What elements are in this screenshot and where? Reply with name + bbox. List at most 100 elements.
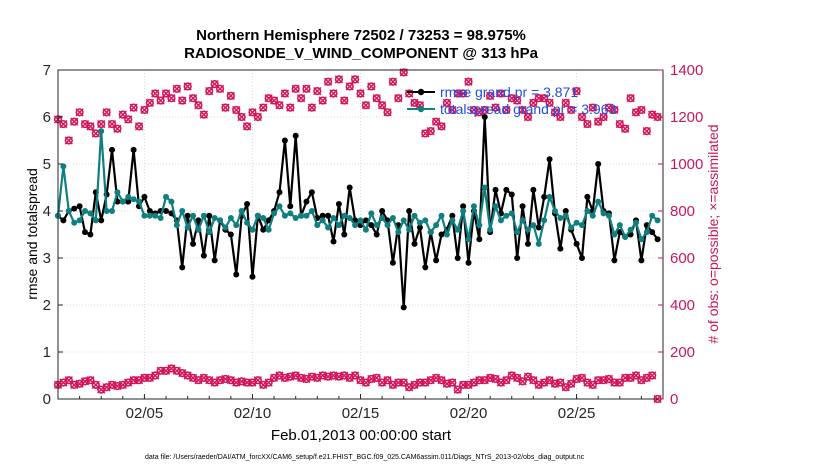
totalspread-point bbox=[141, 212, 148, 219]
totalspread-point bbox=[433, 222, 440, 229]
totalspread-point bbox=[487, 226, 494, 233]
rmse-point bbox=[141, 193, 148, 200]
totalspread-point bbox=[649, 212, 656, 219]
obs-possible-marker bbox=[140, 105, 149, 115]
y-tick-label-right: 1000 bbox=[670, 156, 703, 173]
totalspread-point bbox=[508, 210, 515, 217]
rmse-point bbox=[179, 264, 186, 271]
y-tick-label-left: 7 bbox=[43, 62, 51, 79]
x-axis-label: Feb.01,2013 00:00:00 start bbox=[271, 427, 452, 444]
chart-title: Northern Hemisphere 72502 / 73253 = 98.9… bbox=[196, 27, 526, 44]
totalspread-point bbox=[595, 198, 602, 205]
totalspread-point bbox=[71, 219, 78, 226]
rmse-point bbox=[584, 193, 591, 200]
legend-rmse-label: rmse grand pr = 3.871 bbox=[440, 84, 578, 100]
totalspread-point bbox=[217, 217, 224, 224]
rmse-point bbox=[308, 189, 315, 196]
obs-possible-marker bbox=[464, 77, 473, 86]
y-tick-label-left: 3 bbox=[43, 250, 51, 267]
obs-possible-marker bbox=[151, 89, 160, 98]
totalspread-point bbox=[395, 229, 402, 236]
totalspread-point bbox=[627, 226, 634, 233]
y-tick-label-right: 800 bbox=[670, 203, 695, 220]
legend-spread-label: totalspread grand pr = 3.963 bbox=[440, 101, 617, 117]
obs-possible-marker bbox=[626, 94, 635, 103]
totalspread-point bbox=[406, 226, 413, 233]
totalspread-point bbox=[163, 193, 170, 200]
totalspread-point bbox=[271, 210, 278, 217]
obs-possible-marker bbox=[350, 75, 360, 84]
rmse-point bbox=[406, 208, 413, 214]
obs-assimilated-marker bbox=[648, 371, 657, 380]
obs-possible-marker bbox=[513, 96, 522, 105]
rmse-point bbox=[368, 222, 375, 229]
rmse-point bbox=[346, 184, 353, 191]
totalspread-point bbox=[443, 231, 450, 238]
totalspread-point bbox=[546, 193, 553, 200]
y-tick-label-right: 400 bbox=[670, 297, 695, 314]
rmse-point bbox=[389, 259, 396, 266]
obs-possible-marker bbox=[145, 98, 154, 107]
rmse-point bbox=[449, 212, 456, 219]
rmse-point bbox=[562, 208, 569, 214]
obs-possible-marker bbox=[545, 98, 554, 107]
totalspread-point bbox=[460, 208, 467, 214]
legend: rmse grand pr = 3.871 totalspread grand … bbox=[407, 84, 617, 117]
rmse-point bbox=[125, 198, 132, 205]
obs-possible-marker bbox=[205, 87, 214, 96]
y-tick-label-right: 0 bbox=[670, 391, 678, 408]
y-tick-label-left: 2 bbox=[43, 297, 51, 314]
totalspread-point bbox=[600, 210, 607, 217]
x-tick-label: 02/05 bbox=[126, 405, 164, 422]
obs-possible-marker bbox=[156, 96, 165, 105]
totalspread-point bbox=[481, 184, 488, 191]
totalspread-point bbox=[605, 212, 612, 219]
totalspread-point bbox=[470, 203, 477, 210]
rmse-point bbox=[503, 186, 510, 193]
totalspread-point bbox=[303, 212, 310, 219]
totalspread-point bbox=[373, 222, 380, 229]
totalspread-point bbox=[130, 196, 137, 203]
rmse-point bbox=[200, 252, 207, 259]
rmse-point bbox=[87, 231, 94, 238]
obs-possible-marker bbox=[556, 112, 565, 122]
totalspread-point bbox=[352, 222, 359, 229]
rmse-point bbox=[325, 212, 332, 219]
rmse-point bbox=[416, 224, 423, 231]
rmse-point bbox=[422, 264, 429, 271]
y-tick-label-left: 5 bbox=[43, 156, 51, 173]
totalspread-line bbox=[56, 130, 659, 245]
rmse-point bbox=[454, 255, 461, 261]
obs-possible-marker bbox=[302, 84, 311, 93]
rmse-point bbox=[508, 191, 515, 198]
rmse-point bbox=[649, 229, 656, 236]
y-axis-label-right: # of obs: o=possible; ×=assimilated bbox=[705, 124, 721, 343]
obs-possible-marker bbox=[64, 136, 73, 145]
obs-possible-marker bbox=[334, 75, 343, 84]
rmse-point bbox=[433, 257, 440, 264]
totalspread-point bbox=[233, 222, 240, 229]
totalspread-point bbox=[427, 229, 434, 236]
obs-possible-marker bbox=[113, 124, 122, 133]
obs-possible-marker bbox=[178, 96, 187, 105]
totalspread-point bbox=[573, 219, 580, 226]
y-tick-label-left: 6 bbox=[43, 109, 51, 126]
rmse-point bbox=[244, 200, 251, 207]
obs-possible-marker bbox=[221, 103, 230, 112]
totalspread-point bbox=[184, 224, 191, 231]
obs-possible-marker bbox=[237, 112, 246, 122]
rmse-point bbox=[541, 193, 548, 200]
obs-possible-marker bbox=[491, 103, 500, 112]
rmse-point bbox=[481, 114, 488, 120]
rmse-point bbox=[373, 231, 380, 238]
rmse-point bbox=[460, 203, 467, 210]
totalspread-point bbox=[368, 210, 375, 217]
obs-possible-marker bbox=[523, 112, 533, 122]
obs-possible-marker bbox=[405, 89, 414, 98]
obs-possible-marker bbox=[91, 129, 100, 138]
rmse-point bbox=[330, 238, 337, 245]
totalspread-point bbox=[211, 215, 218, 222]
rmse-point bbox=[578, 255, 585, 261]
obs-possible-marker bbox=[442, 98, 452, 107]
totalspread-point bbox=[465, 236, 472, 243]
